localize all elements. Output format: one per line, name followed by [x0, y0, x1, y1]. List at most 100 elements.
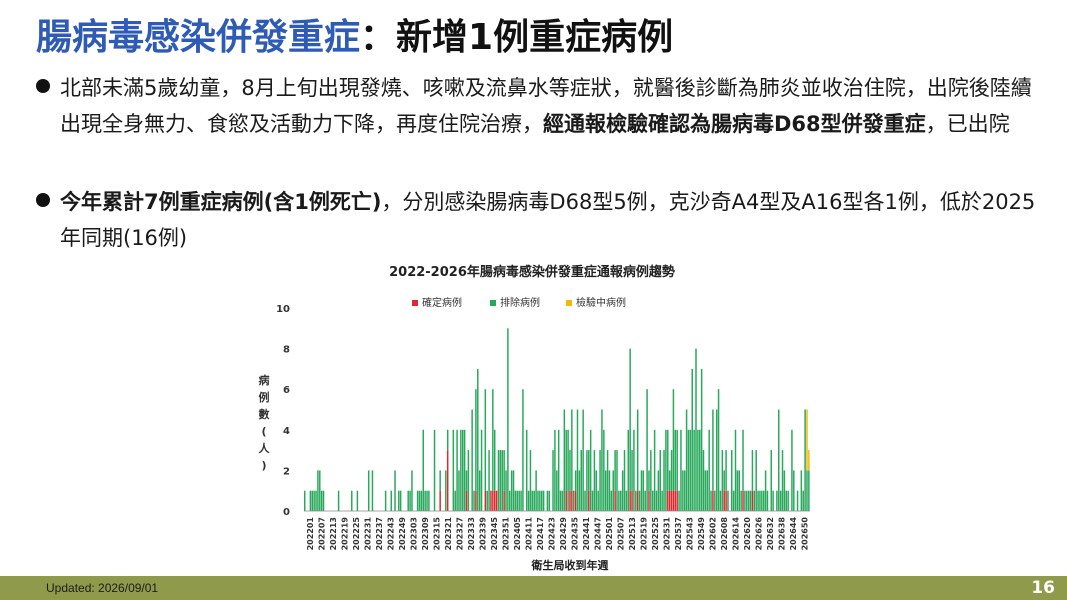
- bar-confirmed: [636, 490, 639, 511]
- bar-excluded: [653, 429, 656, 511]
- bar-excluded: [663, 450, 665, 511]
- bar-excluded: [680, 429, 682, 511]
- bar-excluded: [571, 409, 573, 491]
- bar-excluded: [762, 490, 765, 511]
- x-tick-label: 202315: [432, 517, 441, 551]
- x-tick-label: 202644: [789, 517, 798, 551]
- bar-confirmed: [648, 490, 650, 511]
- chart-legend: 確定病例 排除病例 檢驗中病例: [412, 296, 626, 309]
- bar-excluded: [621, 470, 624, 511]
- bar-excluded: [471, 409, 473, 511]
- bar-excluded: [614, 450, 616, 491]
- bar-excluded: [456, 429, 458, 511]
- bar-confirmed: [725, 490, 727, 511]
- bar-confirmed: [565, 490, 567, 511]
- bar-excluded: [337, 490, 340, 511]
- bar-excluded: [539, 490, 541, 511]
- x-tick-label: 202429: [559, 517, 568, 551]
- slide-title: 腸病毒感染併發重症：新增1例重症病例: [36, 8, 673, 60]
- bar-excluded: [589, 429, 592, 511]
- x-tick-label: 202501: [605, 517, 614, 551]
- bar-excluded: [591, 490, 594, 511]
- bar-excluded: [315, 490, 317, 511]
- x-tick-label: 202638: [777, 517, 786, 551]
- bar-excluded: [631, 450, 633, 491]
- x-tick-label: 202531: [662, 517, 671, 551]
- bar-excluded: [480, 429, 483, 511]
- bar-excluded: [473, 490, 475, 511]
- x-tick-label: 202423: [547, 517, 556, 550]
- bar-excluded: [704, 470, 707, 511]
- bar-excluded: [533, 490, 535, 511]
- bar-excluded: [708, 429, 710, 511]
- bar-excluded: [546, 490, 549, 511]
- bullet-1-bold: 經通報檢驗確認為腸病毒D68型併發重症: [543, 112, 926, 136]
- bar-excluded: [682, 470, 684, 511]
- bar-excluded: [661, 490, 663, 511]
- bar-excluded: [580, 450, 582, 511]
- bar-excluded: [409, 490, 411, 511]
- x-tick-label: 202327: [455, 517, 464, 550]
- bar-confirmed: [667, 490, 669, 511]
- x-tick-label: 202417: [536, 517, 545, 550]
- y-axis-label-char: 數: [259, 407, 270, 421]
- bar-excluded: [644, 490, 646, 511]
- x-tick-label: 202201: [306, 517, 315, 551]
- bar-excluded: [542, 490, 545, 511]
- bar-excluded: [710, 490, 712, 511]
- bar-excluded: [676, 429, 678, 491]
- bar-excluded: [525, 429, 528, 511]
- bar-excluded: [781, 450, 784, 511]
- bar-excluded: [804, 409, 806, 511]
- bar-excluded: [531, 490, 534, 511]
- bar-excluded: [725, 450, 727, 491]
- bar-excluded: [399, 490, 402, 511]
- bar-excluded: [766, 490, 769, 511]
- bar-excluded: [416, 490, 419, 511]
- bar-excluded: [576, 409, 579, 511]
- y-tick-label: 10: [276, 304, 290, 315]
- bar-excluded: [732, 490, 735, 511]
- bar-excluded: [418, 490, 421, 511]
- bar-excluded: [800, 470, 803, 511]
- bar-excluded: [785, 490, 788, 511]
- bar-excluded: [667, 429, 669, 491]
- bar-excluded: [309, 490, 312, 511]
- bar-confirmed: [569, 490, 571, 511]
- bar-excluded: [304, 490, 306, 511]
- bar-confirmed: [490, 490, 492, 511]
- legend-label-excluded: 排除病例: [500, 296, 540, 309]
- bar-confirmed: [484, 490, 487, 511]
- x-tick-label: 202537: [674, 517, 683, 550]
- bar-excluded: [633, 429, 635, 511]
- bar-excluded: [557, 429, 560, 511]
- bar-excluded: [351, 490, 353, 511]
- title-part-1: 腸病毒感染併發重症: [36, 17, 361, 58]
- bar-excluded: [747, 490, 750, 511]
- x-tick-label: 202519: [639, 517, 648, 551]
- bar-confirmed: [503, 490, 505, 511]
- bar-excluded: [478, 470, 481, 511]
- bar-excluded: [702, 450, 705, 511]
- bar-excluded: [467, 450, 470, 511]
- y-axis-label-char: 病: [259, 373, 270, 387]
- x-tick-label: 202345: [490, 517, 499, 551]
- bar-excluded: [650, 450, 652, 511]
- bar-excluded: [695, 348, 697, 511]
- bar-excluded: [422, 429, 424, 511]
- bar-confirmed: [672, 490, 675, 511]
- bar-excluded: [556, 470, 558, 511]
- bar-excluded: [559, 490, 562, 511]
- bar-excluded: [407, 490, 409, 511]
- bar-excluded: [770, 450, 772, 511]
- bar-excluded: [356, 490, 359, 511]
- x-tick-label: 202309: [421, 517, 430, 551]
- x-tick-label: 202219: [340, 517, 349, 551]
- bar-excluded: [755, 450, 757, 511]
- bar-excluded: [428, 490, 430, 511]
- bar-excluded: [612, 470, 614, 511]
- x-tick-label: 202441: [582, 517, 591, 551]
- legend-swatch-pending: [566, 300, 572, 306]
- bar-excluded: [463, 429, 466, 511]
- bar-excluded: [734, 429, 737, 511]
